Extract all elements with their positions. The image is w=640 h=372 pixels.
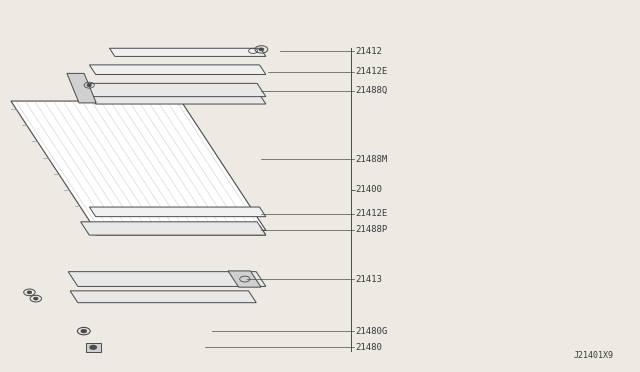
Text: 21412E: 21412E	[355, 209, 387, 218]
Text: 21412: 21412	[355, 47, 382, 56]
Polygon shape	[90, 94, 266, 104]
Text: 21412E: 21412E	[355, 67, 387, 76]
Polygon shape	[67, 73, 96, 103]
Polygon shape	[90, 207, 266, 217]
Polygon shape	[81, 222, 266, 235]
Text: 21400: 21400	[355, 185, 382, 194]
Circle shape	[81, 330, 86, 333]
Circle shape	[259, 48, 264, 51]
Text: 21488Q: 21488Q	[355, 86, 387, 95]
Text: 21488M: 21488M	[355, 155, 387, 164]
Polygon shape	[90, 65, 266, 74]
Text: 21413: 21413	[355, 275, 382, 283]
Polygon shape	[81, 83, 266, 97]
Polygon shape	[70, 291, 256, 303]
Polygon shape	[109, 48, 266, 57]
Circle shape	[87, 84, 91, 86]
Polygon shape	[11, 101, 266, 230]
Circle shape	[90, 346, 97, 349]
Circle shape	[28, 291, 31, 294]
Polygon shape	[86, 343, 101, 352]
Polygon shape	[68, 272, 266, 286]
Text: 21480G: 21480G	[355, 327, 387, 336]
Text: J21401X9: J21401X9	[573, 350, 613, 359]
Text: 21480: 21480	[355, 343, 382, 352]
Polygon shape	[228, 271, 261, 287]
Text: 21488P: 21488P	[355, 225, 387, 234]
Polygon shape	[90, 225, 266, 235]
Circle shape	[34, 298, 38, 300]
